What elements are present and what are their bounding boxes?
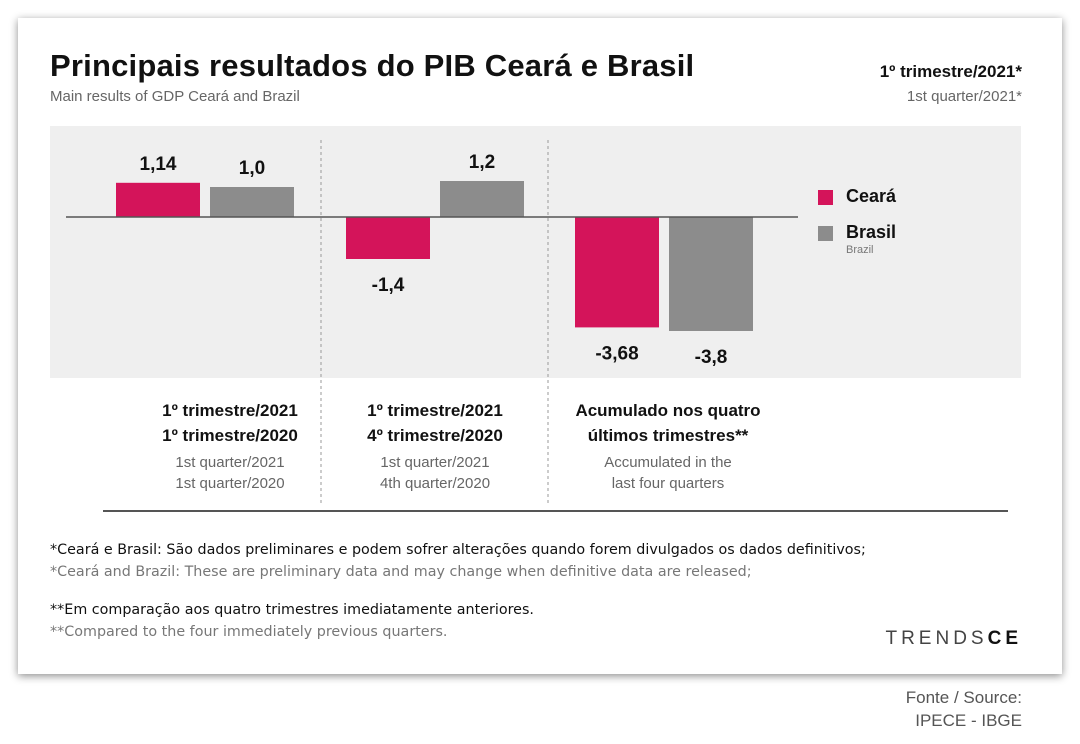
data-label-ceara-2: -1,4 — [372, 275, 405, 296]
bar-ceara-1 — [116, 182, 200, 217]
category-label-3: Acumulado nos quatro últimos trimestres*… — [538, 398, 798, 494]
category-label-en: Accumulated in the — [604, 454, 732, 471]
footnote-2-en: **Compared to the four immediately previ… — [50, 624, 448, 640]
category-label-en: 1st quarter/2021 — [175, 454, 285, 471]
legend-label-ceara: Ceará — [846, 186, 897, 206]
brand-logo-part1: TRENDS — [885, 628, 988, 649]
source-value: IPECE - IBGE — [915, 711, 1022, 730]
category-label-line: 1º trimestre/2020 — [162, 426, 298, 445]
infographic-card: Principais resultados do PIB Ceará e Bra… — [18, 18, 1062, 674]
plot-area — [50, 126, 1021, 378]
section-divider — [103, 510, 1008, 512]
brand-logo: TRENDSCE — [885, 628, 1022, 650]
period-label: 1º trimestre/2021* — [879, 62, 1022, 81]
bar-brasil-2 — [440, 181, 524, 217]
bar-ceara-2 — [346, 217, 430, 259]
data-label-brasil-1: 1,0 — [239, 158, 265, 179]
source-label: Fonte / Source: — [905, 688, 1022, 707]
category-label-line: últimos trimestres** — [587, 426, 749, 445]
legend-swatch-brasil — [818, 226, 833, 241]
data-label-brasil-3: -3,8 — [695, 347, 728, 368]
data-label-brasil-2: 1,2 — [469, 152, 495, 173]
category-label-line: 1º trimestre/2021 — [162, 401, 298, 420]
bar-brasil-3 — [669, 217, 753, 331]
category-label-line: 4º trimestre/2020 — [367, 426, 503, 445]
category-label-1: 1º trimestre/2021 1º trimestre/2020 1st … — [100, 398, 360, 494]
footnote-1-en: *Ceará and Brazil: These are preliminary… — [50, 564, 752, 580]
footnote-1-pt: *Ceará e Brasil: São dados preliminares … — [50, 542, 866, 558]
data-label-ceara-1: 1,14 — [140, 154, 177, 175]
period-label-en: 1st quarter/2021* — [906, 88, 1022, 105]
data-label-ceara-3: -3,68 — [595, 343, 638, 364]
chart-title: Principais resultados do PIB Ceará e Bra… — [50, 48, 695, 83]
source-note: Fonte / Source: IPECE - IBGE — [906, 686, 1022, 732]
category-label-2: 1º trimestre/2021 4º trimestre/2020 1st … — [305, 398, 565, 494]
category-label-line: Acumulado nos quatro — [575, 401, 761, 420]
bar-ceara-3 — [575, 217, 659, 328]
chart-subtitle: Main results of GDP Ceará and Brazil — [50, 88, 300, 105]
bar-chart: 1,14 -1,4 -3,68 1,0 1,2 -3,8 — [66, 140, 798, 506]
category-label-en: 1st quarter/2020 — [175, 475, 285, 492]
category-label-en: 4th quarter/2020 — [379, 475, 491, 492]
footnote-2-pt: **Em comparação aos quatro trimestres im… — [50, 602, 534, 618]
category-label-line: 1º trimestre/2021 — [367, 401, 503, 420]
category-label-en: last four quarters — [611, 475, 725, 492]
legend-label-brasil-en: Brazil — [846, 244, 874, 256]
legend-swatch-ceara — [818, 190, 833, 205]
legend-label-brasil: Brasil — [846, 222, 897, 242]
category-label-en: 1st quarter/2021 — [380, 454, 490, 471]
bar-brasil-1 — [210, 187, 294, 217]
brand-logo-part2: CE — [987, 628, 1022, 649]
